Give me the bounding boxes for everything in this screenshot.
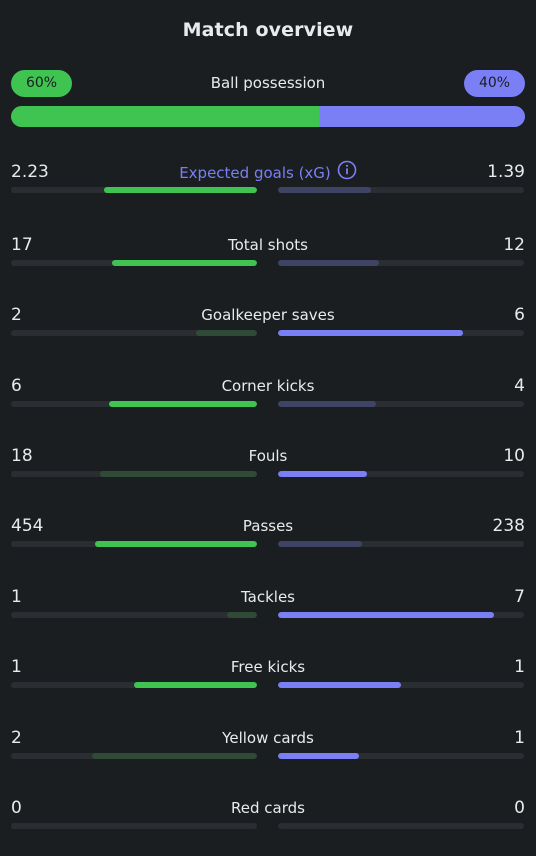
possession-bar — [11, 106, 525, 127]
stat-label: Tackles — [240, 588, 296, 606]
stat-home-fill — [94, 541, 257, 547]
stat-away-fill — [278, 753, 360, 759]
stat-home-fill — [195, 330, 257, 336]
stat-away-value: 1 — [514, 657, 525, 677]
stat-home-track — [11, 541, 257, 547]
stat-row-free-kicks: 1 Free kicks 1 — [0, 657, 536, 697]
stat-home-value: 1 — [11, 657, 22, 677]
stat-row-passes: 454 Passes 238 — [0, 516, 536, 556]
stat-away-fill — [278, 682, 401, 688]
stat-home-fill — [111, 260, 257, 266]
stat-home-fill — [104, 187, 257, 193]
stat-row-yellow-cards: 2 Yellow cards 1 — [0, 728, 536, 768]
stat-away-fill — [278, 471, 367, 477]
stat-label: Fouls — [248, 447, 288, 465]
stat-away-value: 238 — [492, 516, 525, 536]
stat-label: Corner kicks — [221, 377, 315, 395]
stat-home-track — [11, 682, 257, 688]
stat-away-fill — [278, 401, 377, 407]
stat-label: Passes — [242, 517, 294, 535]
stat-home-fill — [92, 753, 257, 759]
stat-home-track — [11, 753, 257, 759]
stat-away-track — [278, 471, 524, 477]
stat-home-track — [11, 612, 257, 618]
stat-home-value: 454 — [11, 516, 44, 536]
stat-home-fill — [134, 682, 257, 688]
stat-home-value: 6 — [11, 376, 22, 396]
stat-away-value: 4 — [514, 376, 525, 396]
stat-row-red-cards: 0 Red cards 0 — [0, 798, 536, 838]
stat-label: Red cards — [231, 799, 305, 817]
stat-home-track — [11, 401, 257, 407]
stat-away-track — [278, 682, 524, 688]
stat-away-fill — [278, 330, 463, 336]
stat-away-value: 10 — [503, 446, 525, 466]
stat-home-fill — [109, 401, 257, 407]
stat-row-total-shots: 17 Total shots 12 — [0, 235, 536, 275]
stat-home-track — [11, 823, 257, 829]
stat-away-track — [278, 823, 524, 829]
stat-away-value: 7 — [514, 587, 525, 607]
stat-row-expected-goals: 2.23 Expected goals (xG) 1.39 — [0, 160, 536, 202]
stat-away-track — [278, 260, 524, 266]
stat-away-track — [278, 541, 524, 547]
stat-away-track — [278, 612, 524, 618]
possession-bar-away — [319, 106, 525, 127]
stat-home-track — [11, 260, 257, 266]
stat-away-value: 12 — [503, 235, 525, 255]
stat-home-track — [11, 471, 257, 477]
stat-away-value: 1.39 — [487, 162, 525, 182]
stat-away-value: 6 — [514, 305, 525, 325]
stat-away-track — [278, 753, 524, 759]
stat-row-fouls: 18 Fouls 10 — [0, 446, 536, 486]
stat-home-fill — [227, 612, 257, 618]
possession-label: Ball possession — [210, 74, 326, 92]
stat-home-track — [11, 187, 257, 193]
stat-away-fill — [278, 541, 362, 547]
stat-away-track — [278, 187, 524, 193]
stat-away-track — [278, 330, 524, 336]
stat-home-value: 0 — [11, 798, 22, 818]
stat-home-value: 1 — [11, 587, 22, 607]
possession-bar-home — [11, 106, 320, 127]
stat-row-goalkeeper-saves: 2 Goalkeeper saves 6 — [0, 305, 536, 345]
stat-away-value: 0 — [514, 798, 525, 818]
stat-row-tackles: 1 Tackles 7 — [0, 587, 536, 627]
stat-label: Free kicks — [230, 658, 306, 676]
away-possession-badge: 40% — [464, 70, 525, 97]
stat-label: Goalkeeper saves — [201, 306, 335, 324]
stat-label: Expected goals (xG) — [0, 160, 536, 184]
page-title: Match overview — [182, 19, 354, 41]
stat-home-value: 17 — [11, 235, 33, 255]
home-possession-badge: 60% — [11, 70, 72, 97]
stat-away-fill — [278, 612, 495, 618]
stat-away-fill — [278, 260, 379, 266]
stat-home-fill — [99, 471, 257, 477]
stat-label-text: Expected goals (xG) — [179, 164, 331, 182]
stat-home-value: 18 — [11, 446, 33, 466]
stat-home-value: 2 — [11, 305, 22, 325]
stat-label: Yellow cards — [222, 729, 314, 747]
stat-home-value: 2.23 — [11, 162, 49, 182]
stat-row-corner-kicks: 6 Corner kicks 4 — [0, 376, 536, 416]
stat-away-fill — [278, 187, 372, 193]
stat-away-track — [278, 401, 524, 407]
stat-home-track — [11, 330, 257, 336]
stat-label: Total shots — [228, 236, 308, 254]
stat-away-value: 1 — [514, 728, 525, 748]
info-icon[interactable] — [337, 160, 357, 184]
stat-home-value: 2 — [11, 728, 22, 748]
